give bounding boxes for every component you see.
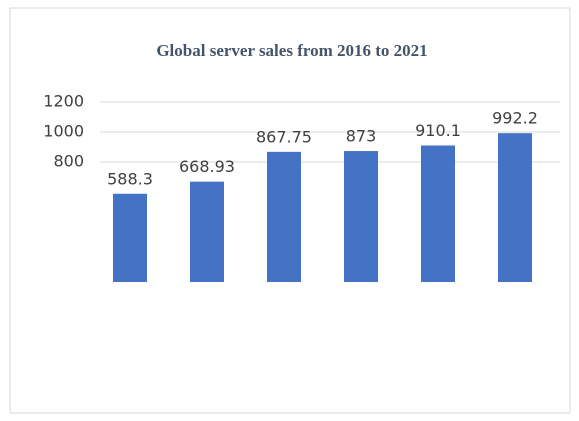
value-label: 992.2 [492, 109, 538, 128]
y-tick-label: 1200 [43, 92, 84, 111]
value-label: 588.3 [107, 169, 153, 188]
bar [421, 145, 455, 282]
bar [113, 194, 147, 282]
bar [190, 182, 224, 282]
bar [498, 133, 532, 282]
value-label: 873 [346, 127, 377, 146]
value-label: 910.1 [415, 121, 461, 140]
bar [344, 151, 378, 282]
chart: Global server sales from 2016 to 2021 80… [0, 0, 579, 421]
chart-title: Global server sales from 2016 to 2021 [156, 41, 427, 60]
value-label: 867.75 [256, 127, 312, 146]
value-label: 668.93 [179, 157, 235, 176]
bar [267, 152, 301, 282]
y-tick-label: 1000 [43, 122, 84, 141]
y-tick-label: 800 [53, 152, 84, 171]
